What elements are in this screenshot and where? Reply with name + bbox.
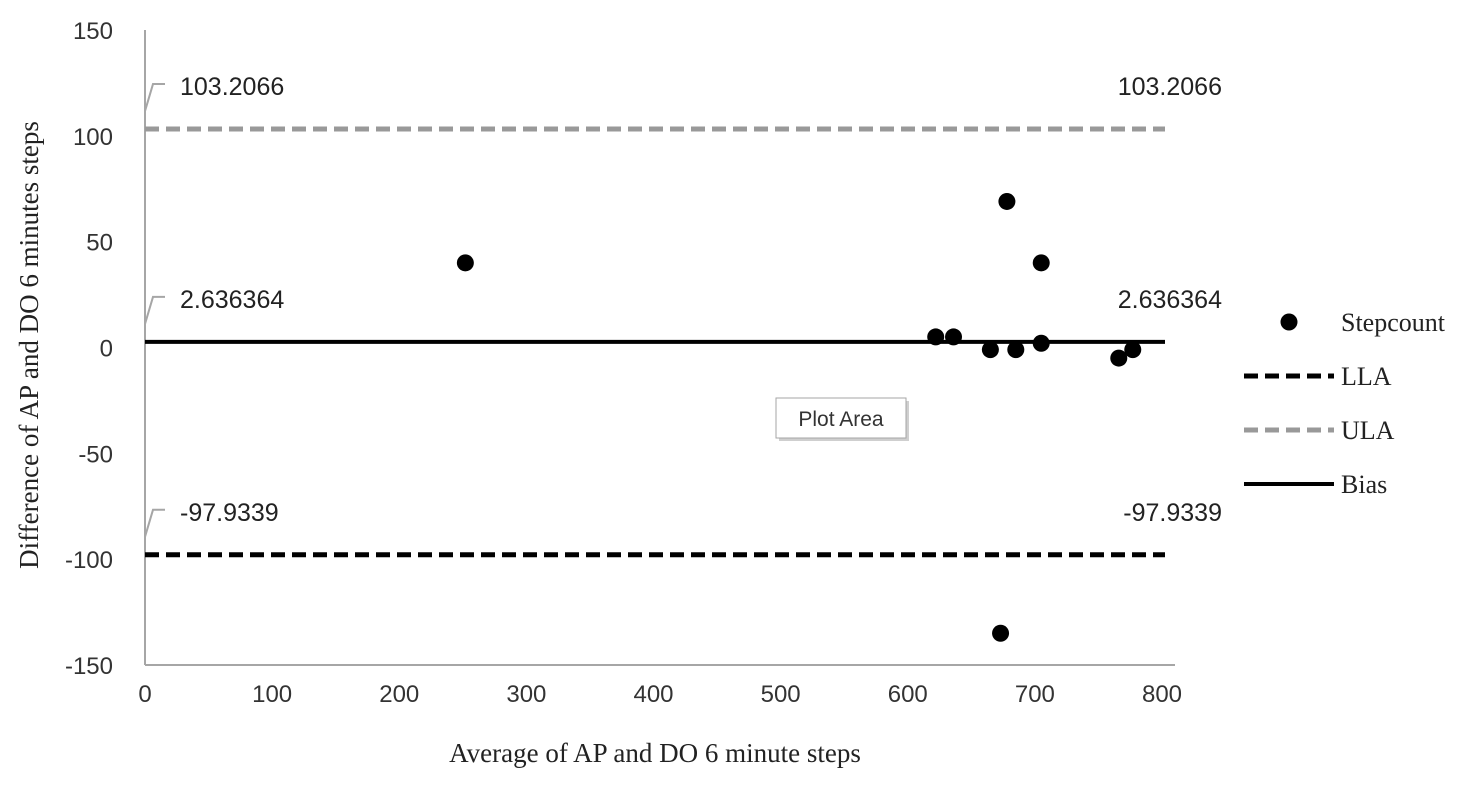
- legend-label-lla: LLA: [1341, 362, 1392, 391]
- y-axis-title: Difference of AP and DO 6 minutes steps: [14, 121, 44, 569]
- stepcount-point: [1110, 349, 1128, 367]
- data-points-layer: [456, 192, 1142, 642]
- reference-lines-layer: -97.9339 -97.9339 103.2066 103.2066 2.636364…: [144, 73, 1222, 558]
- y-tick-label: 0: [100, 336, 113, 363]
- stepcount-point: [998, 192, 1016, 210]
- legend-label-stepcount: Stepcount: [1341, 308, 1446, 337]
- x-tick-label: 500: [761, 681, 801, 708]
- legend-marker-stepcount: [1280, 313, 1298, 331]
- y-tick-label: -150: [65, 653, 113, 680]
- ula-label-leader: [144, 83, 165, 112]
- y-tick-label: -100: [65, 547, 113, 574]
- tooltip-box: [775, 397, 907, 439]
- x-tick-label: 700: [1015, 681, 1055, 708]
- y-tick-label: 150: [73, 18, 113, 45]
- stepcount-point: [1032, 334, 1050, 352]
- lla-label-right: -97.9339: [1123, 499, 1222, 527]
- x-tick-label: 200: [379, 681, 419, 708]
- legend: Stepcount LLA ULA Bias: [1244, 308, 1446, 499]
- stepcount-point: [456, 254, 474, 272]
- bias-label-left: 2.636364: [180, 286, 284, 314]
- stepcount-point: [945, 328, 963, 346]
- y-tick-label: -50: [78, 441, 113, 468]
- x-tick-label: 800: [1142, 681, 1182, 708]
- tooltip-text: Plot Area: [798, 408, 884, 431]
- x-tick-label: 100: [252, 681, 292, 708]
- bias-label-leader: [144, 295, 165, 325]
- x-tick-label: 600: [888, 681, 928, 708]
- x-tick-label: 0: [138, 681, 151, 708]
- lla-label-leader: [144, 508, 165, 538]
- stepcount-point: [981, 341, 999, 359]
- x-tick-label: 300: [506, 681, 546, 708]
- bias-label-right: 2.636364: [1118, 286, 1222, 314]
- x-axis-title: Average of AP and DO 6 minute steps: [449, 738, 861, 768]
- y-tick-label: 100: [73, 124, 113, 151]
- ula-label-left: 103.2066: [180, 73, 284, 101]
- lla-label-left: -97.9339: [180, 499, 279, 527]
- x-tick-label: 400: [633, 681, 673, 708]
- stepcount-point: [1124, 341, 1142, 359]
- ula-label-right: 103.2066: [1118, 73, 1222, 101]
- legend-label-ula: ULA: [1341, 416, 1395, 445]
- y-tick-label: 50: [86, 230, 113, 257]
- axes-layer: 0 100 200 300 400 500 600 700 800150100500-50-10…: [65, 18, 1182, 708]
- stepcount-point: [927, 328, 945, 346]
- legend-label-bias: Bias: [1341, 470, 1387, 499]
- stepcount-point: [1032, 254, 1050, 272]
- stepcount-point: [1007, 341, 1025, 359]
- stepcount-point: [992, 624, 1010, 642]
- plot-area-tooltip: Plot Area: [775, 397, 909, 441]
